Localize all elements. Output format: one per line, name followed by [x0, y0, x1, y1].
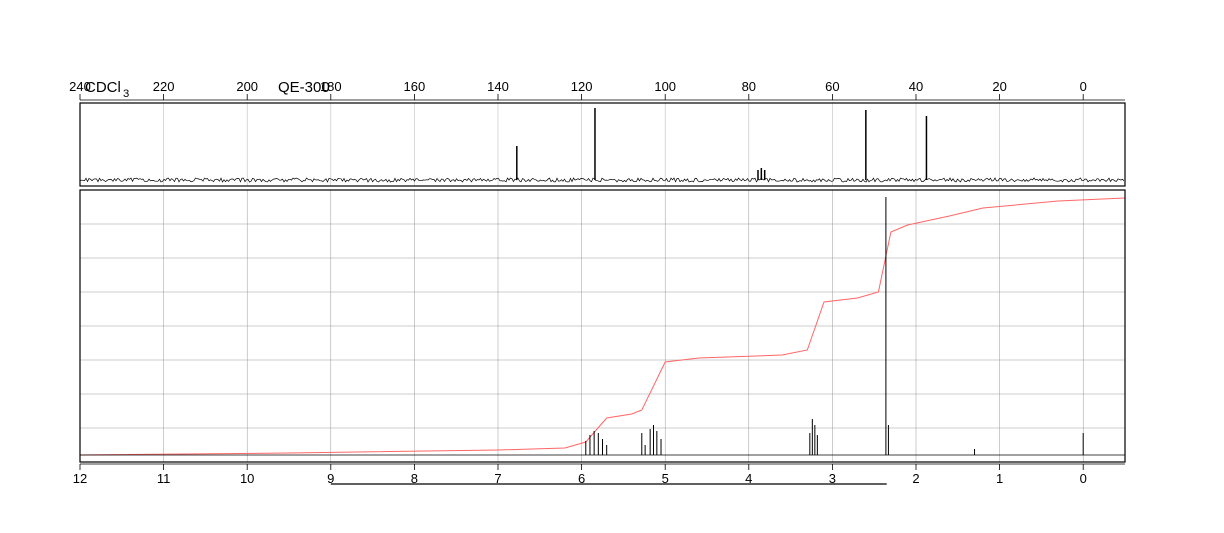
- axis-tick-label: 11: [157, 471, 171, 486]
- axis-tick-label: 120: [571, 79, 593, 94]
- instrument-label: QE-300: [278, 79, 330, 96]
- axis-tick-label: 40: [909, 79, 923, 94]
- axis-tick-label: 80: [742, 79, 756, 94]
- axis-tick-label: 20: [992, 79, 1006, 94]
- integral-curve: [80, 198, 1125, 455]
- axis-tick-label: 100: [654, 79, 676, 94]
- nmr-spectra-figure: { "figure": { "width": 1224, "height": 5…: [0, 0, 1224, 528]
- c13-panel-box: [80, 103, 1125, 186]
- solvent-label: CDCl3: [85, 79, 129, 100]
- svg-text:3: 3: [123, 88, 129, 100]
- axis-tick-label: 10: [240, 471, 254, 486]
- axis-tick-label: 0: [1080, 79, 1087, 94]
- axis-tick-label: 200: [236, 79, 258, 94]
- c13-baseline: [80, 178, 1124, 182]
- axis-tick-label: 1: [996, 471, 1003, 486]
- axis-tick-label: 140: [487, 79, 509, 94]
- axis-tick-label: 60: [825, 79, 839, 94]
- axis-tick-label: 160: [404, 79, 426, 94]
- axis-tick-label: 220: [153, 79, 175, 94]
- axis-tick-label: 0: [1080, 471, 1087, 486]
- svg-text:CDCl: CDCl: [85, 79, 121, 96]
- spectra-svg: 2402202001801601401201008060402001211109…: [0, 0, 1224, 528]
- axis-tick-label: 2: [912, 471, 919, 486]
- axis-tick-label: 12: [73, 471, 87, 486]
